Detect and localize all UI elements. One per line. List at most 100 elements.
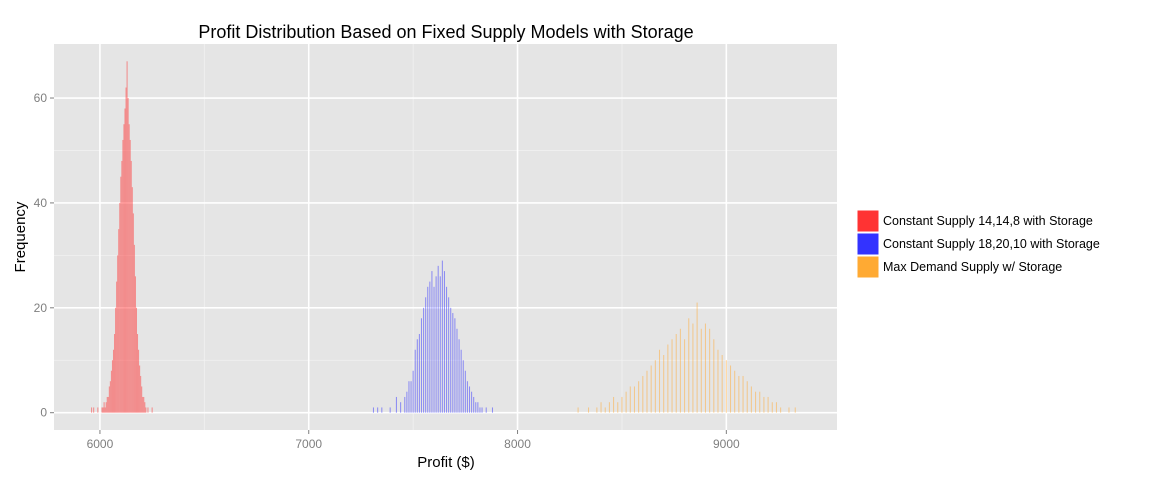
histogram-bar	[734, 370, 736, 413]
histogram-bar	[788, 407, 790, 413]
legend-item: Max Demand Supply w/ Storage	[856, 255, 1062, 279]
histogram-bar	[118, 229, 120, 413]
histogram-bar	[123, 124, 125, 413]
histogram-bar	[128, 124, 130, 413]
histogram-bar	[604, 407, 606, 413]
histogram-bar	[642, 375, 644, 413]
histogram-bar	[775, 402, 777, 413]
histogram-bar	[120, 176, 122, 413]
legend-item: Constant Supply 14,14,8 with Storage	[856, 209, 1093, 233]
histogram-bar	[621, 396, 623, 413]
histogram-bar	[135, 307, 137, 413]
histogram-bar	[140, 375, 142, 413]
histogram-bar	[654, 360, 656, 413]
histogram-bar	[646, 370, 648, 413]
histogram-bar	[138, 349, 140, 413]
histogram-bar	[427, 286, 429, 413]
legend-label: Constant Supply 18,20,10 with Storage	[883, 237, 1100, 251]
y-tick-label: 20	[34, 301, 48, 315]
histogram-bar	[406, 391, 408, 413]
histogram-bar	[794, 407, 796, 413]
histogram-bar	[481, 407, 483, 413]
histogram-bar	[671, 339, 673, 413]
histogram-bar	[116, 281, 118, 413]
histogram-bar	[663, 355, 665, 413]
histogram-bar	[132, 213, 134, 413]
histogram-bar	[412, 370, 414, 413]
histogram-bar	[675, 334, 677, 413]
histogram-bar	[729, 365, 732, 413]
histogram-bar	[443, 271, 445, 413]
histogram-bar	[147, 407, 149, 413]
histogram-bar	[446, 286, 448, 413]
legend-swatch	[856, 255, 880, 279]
histogram-bar	[485, 407, 487, 413]
histogram-bar	[633, 386, 635, 413]
histogram-bar	[414, 349, 416, 413]
histogram-bar	[126, 61, 128, 413]
histogram-bar	[416, 339, 418, 413]
histogram-bar	[389, 407, 391, 413]
histogram-bar	[475, 402, 477, 413]
histogram-bar	[763, 396, 765, 413]
histogram-bar	[127, 98, 129, 413]
histogram-bar	[107, 396, 109, 413]
y-tick-label: 60	[34, 91, 48, 105]
histogram-bar	[448, 297, 450, 413]
histogram-bar	[458, 339, 460, 413]
legend-item: Constant Supply 18,20,10 with Storage	[856, 232, 1100, 256]
histogram-bar	[684, 339, 686, 413]
histogram-bar	[771, 402, 773, 413]
histogram-bar	[629, 386, 631, 413]
histogram-bar	[129, 139, 131, 413]
histogram-bar	[738, 375, 740, 413]
histogram-bar	[111, 360, 113, 413]
histogram-bar	[477, 402, 479, 413]
histogram-bar	[105, 402, 107, 413]
histogram-bar	[418, 334, 420, 413]
histogram-bar	[130, 160, 132, 413]
histogram-bar	[139, 365, 141, 413]
histogram-bar	[667, 344, 669, 413]
histogram-bar	[742, 375, 744, 413]
histogram-bar	[377, 407, 379, 413]
histogram-bar	[425, 297, 427, 413]
histogram-bar	[91, 407, 93, 413]
histogram-bar	[101, 407, 103, 413]
histogram-bar	[704, 323, 706, 413]
histogram-bar	[696, 302, 698, 413]
histogram-bar	[115, 307, 117, 413]
histogram-bar	[429, 281, 431, 413]
histogram-bar	[456, 328, 458, 413]
series-2	[372, 260, 494, 413]
histogram-bar	[725, 360, 727, 413]
histogram-bar	[110, 370, 112, 413]
histogram-bar	[124, 108, 126, 413]
x-tick-label: 6000	[87, 437, 114, 451]
histogram-bar	[408, 381, 410, 413]
histogram-bar	[119, 202, 121, 413]
histogram-bar	[755, 391, 757, 413]
y-axis-title: Frequency	[12, 201, 29, 272]
histogram-bar	[577, 407, 579, 413]
histogram-bar	[466, 381, 468, 413]
series-3	[577, 302, 796, 413]
histogram-bar	[114, 334, 116, 413]
legend-swatch	[856, 209, 880, 233]
histogram-bar	[125, 87, 127, 413]
histogram-bar	[464, 370, 466, 413]
histogram-bar	[131, 187, 133, 413]
histogram-bars	[91, 61, 796, 413]
histogram-bar	[750, 386, 752, 413]
histogram-bar	[709, 328, 711, 413]
histogram-bar	[491, 407, 494, 413]
legend-label: Constant Supply 14,14,8 with Storage	[883, 214, 1093, 228]
y-tick-label: 40	[34, 196, 48, 210]
histogram-bar	[121, 160, 123, 413]
histogram-bar	[450, 307, 452, 413]
histogram-bar	[117, 255, 119, 413]
histogram-bar	[700, 328, 702, 413]
histogram-bar	[141, 386, 143, 413]
histogram-bar	[692, 323, 694, 413]
